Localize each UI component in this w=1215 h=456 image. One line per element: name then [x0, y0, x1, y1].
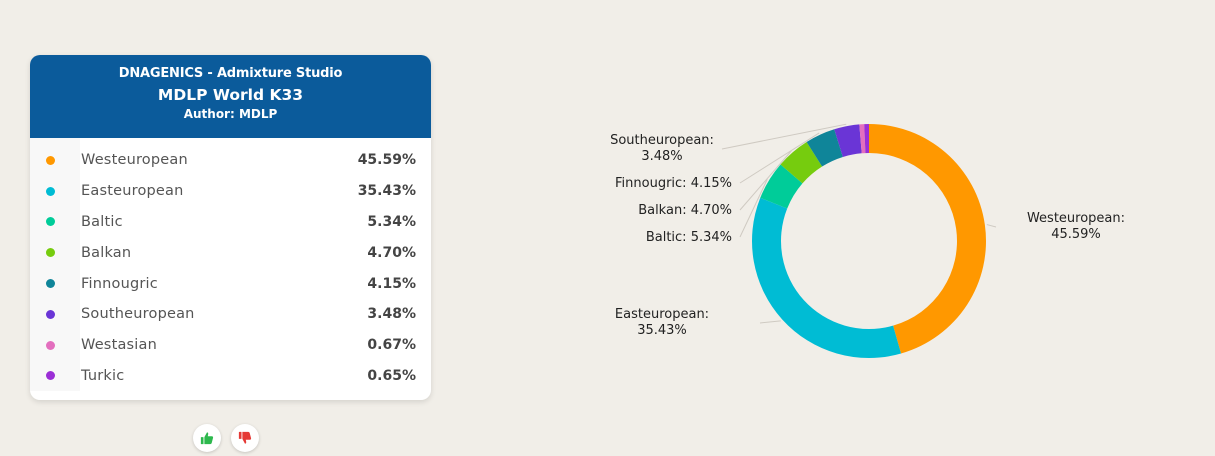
component-label: Westeuropean [81, 152, 188, 169]
component-label: Southeuropean [81, 306, 195, 323]
legend-dot [46, 371, 55, 381]
results-list: Westeuropean 45.59% Easteuropean 35.43% Ba… [30, 138, 431, 392]
slice-label: Easteuropean: 35.43% [615, 307, 709, 338]
slice-label: Balkan: 4.70% [638, 203, 732, 218]
donut-slice-turkic[interactable] [864, 124, 869, 154]
component-label: Balkan [81, 244, 132, 261]
legend-dot [46, 186, 55, 196]
donut-slice-balkan[interactable] [780, 142, 823, 184]
app-name: DNAGENICS - Admixture Studio [118, 66, 343, 81]
slice-label: Finnougric: 4.15% [615, 176, 732, 191]
component-label: Baltic [81, 213, 123, 230]
list-item: Baltic 5.34% [30, 207, 431, 238]
donut-slice-westasian[interactable] [859, 124, 866, 154]
legend-dot [46, 340, 55, 350]
component-value: 0.67% [367, 337, 416, 354]
list-item: Turkic 0.65% [30, 361, 431, 392]
slice-label: Westeuropean: 45.59% [1027, 211, 1125, 242]
leader-line [739, 179, 768, 238]
list-item: Finnougric 4.15% [30, 268, 431, 299]
donut-slice-baltic[interactable] [760, 164, 803, 209]
legend-dot [46, 309, 55, 319]
component-label: Westasian [81, 337, 157, 354]
card-header: DNAGENICS - Admixture Studio MDLP World … [30, 55, 431, 138]
list-item: Easteuropean 35.43% [30, 176, 431, 207]
legend-dot [46, 279, 55, 289]
donut-slice-westeuropean[interactable] [869, 124, 987, 354]
leader-line [986, 224, 997, 228]
dislike-button[interactable] [231, 424, 259, 452]
list-item: Balkan 4.70% [30, 237, 431, 268]
slice-label: Baltic: 5.34% [646, 230, 732, 245]
component-value: 0.65% [367, 367, 416, 384]
component-label: Finnougric [81, 275, 158, 292]
component-label: Turkic [81, 367, 125, 384]
list-item: Southeuropean 3.48% [30, 299, 431, 330]
like-button[interactable] [193, 424, 221, 452]
legend-dot [46, 217, 55, 227]
donut-slice-finnougric[interactable] [806, 129, 843, 167]
donut-slice-southeuropean[interactable] [834, 124, 862, 157]
results-card: DNAGENICS - Admixture Studio MDLP World … [30, 55, 431, 400]
thumbs-up-icon [200, 432, 214, 445]
legend-dot [46, 248, 55, 258]
list-item: Westeuropean 45.59% [30, 145, 431, 176]
list-item: Westasian 0.67% [30, 330, 431, 361]
thumbs-down-icon [238, 431, 252, 444]
slice-label: Southeuropean: 3.48% [610, 133, 714, 164]
component-value: 45.59% [357, 152, 416, 169]
component-value: 4.70% [367, 244, 416, 261]
author-label: Author: MDLP [183, 107, 278, 121]
leader-line [739, 150, 792, 211]
legend-dot [46, 155, 55, 165]
leader-line [739, 132, 820, 184]
component-value: 5.34% [367, 213, 416, 230]
component-label: Easteuropean [81, 183, 184, 200]
component-value: 4.15% [367, 275, 416, 292]
leader-line [759, 320, 781, 324]
donut-slice-easteuropean[interactable] [751, 197, 902, 359]
calculator-title: MDLP World K33 [157, 86, 304, 104]
component-value: 3.48% [367, 306, 416, 323]
component-value: 35.43% [357, 183, 416, 200]
leader-line [721, 123, 847, 150]
